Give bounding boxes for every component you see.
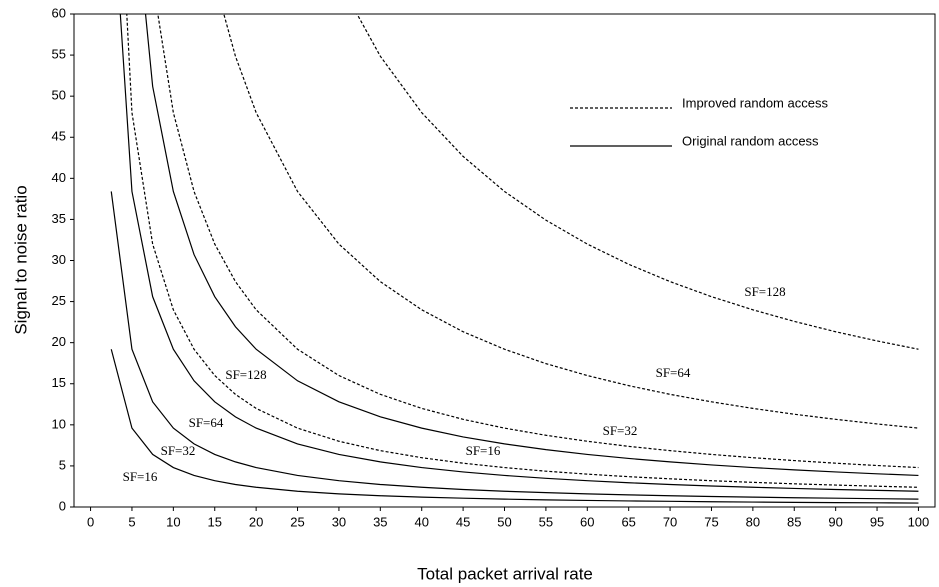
series-label: SF=128 [225,367,266,382]
series-label: SF=64 [656,365,691,380]
x-tick-label: 100 [908,514,930,529]
plot-area [110,14,919,504]
series-line [126,14,919,488]
x-tick-label: 65 [621,514,635,529]
x-tick-label: 75 [704,514,718,529]
series-label: SF=32 [161,443,196,458]
y-tick-label: 25 [52,293,66,308]
x-tick-label: 50 [497,514,511,529]
x-tick-label: 15 [208,514,222,529]
series-line [356,14,919,350]
legend-label: Original random access [682,133,819,148]
x-tick-label: 10 [166,514,180,529]
series-label: SF=128 [744,284,785,299]
y-tick-label: 55 [52,47,66,62]
x-tick-label: 20 [249,514,263,529]
x-tick-label: 35 [373,514,387,529]
x-tick-label: 5 [128,514,135,529]
x-axis-title: Total packet arrival rate [417,564,593,583]
series-line [110,191,919,500]
y-tick-label: 45 [52,129,66,144]
x-tick-label: 95 [870,514,884,529]
series-line [110,349,919,504]
series-line [119,14,919,492]
series-label: SF=64 [189,415,224,430]
y-tick-label: 60 [52,5,66,20]
y-tick-label: 40 [52,170,66,185]
x-tick-label: 80 [746,514,760,529]
x-tick-label: 55 [539,514,553,529]
x-tick-label: 85 [787,514,801,529]
x-tick-label: 90 [828,514,842,529]
x-tick-label: 0 [87,514,94,529]
y-axis-title: Signal to noise ratio [11,185,30,334]
x-tick-label: 60 [580,514,594,529]
series-label: SF=32 [603,423,638,438]
y-tick-label: 20 [52,334,66,349]
series-label: SF=16 [466,443,501,458]
y-tick-label: 5 [59,457,66,472]
series-label: SF=16 [123,469,158,484]
x-tick-label: 40 [414,514,428,529]
y-tick-label: 0 [59,498,66,513]
y-tick-label: 10 [52,416,66,431]
y-tick-label: 15 [52,375,66,390]
y-tick-label: 50 [52,88,66,103]
legend-label: Improved random access [682,95,828,110]
x-tick-label: 25 [290,514,304,529]
x-tick-label: 70 [663,514,677,529]
x-tick-label: 45 [456,514,470,529]
y-tick-label: 35 [52,211,66,226]
plot-frame [73,13,936,508]
series-line [157,14,919,469]
x-tick-label: 30 [332,514,346,529]
series-line [223,14,919,429]
y-tick-label: 30 [52,252,66,267]
series-line [144,14,919,477]
